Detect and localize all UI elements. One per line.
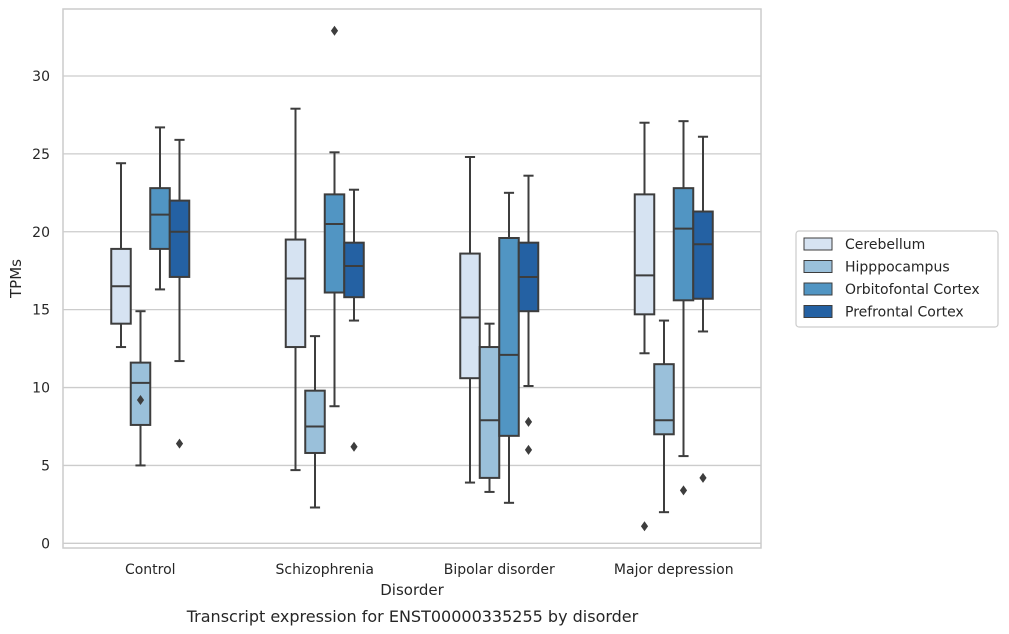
legend: Cerebellum Hipppocampus Orbitofontal Corte… — [795, 230, 999, 328]
y-axis-label: TPMs — [7, 259, 25, 299]
y-tick-label-10: 10 — [32, 381, 50, 397]
grid-layer — [63, 75, 761, 544]
box-iqr — [323, 193, 346, 294]
box-iqr — [284, 238, 307, 349]
outlier-point — [679, 485, 688, 496]
box-iqr — [168, 199, 191, 278]
legend-label-prefrontal-cortex: Prefrontal Cortex — [845, 305, 964, 321]
box-schizophrenia-orbitofontal-cortex — [323, 25, 346, 408]
box-iqr — [653, 363, 675, 436]
outlier-point — [330, 25, 339, 36]
legend-frame — [795, 230, 999, 328]
box-major-depression-hipppocampus — [653, 319, 675, 514]
y-tick-label-0: 0 — [41, 536, 50, 552]
x-tick-label-bipolar-disorder: Bipolar disorder — [444, 562, 555, 578]
box-iqr — [672, 187, 695, 302]
box-control-prefrontal-cortex — [168, 138, 191, 449]
legend-label-cerebellum: Cerebellum — [845, 237, 925, 253]
box-iqr — [498, 236, 520, 437]
box-major-depression-orbitofontal-cortex — [672, 120, 695, 496]
outlier-point — [175, 438, 184, 449]
x-tick-label-schizophrenia: Schizophrenia — [276, 562, 374, 578]
plot-frame — [62, 8, 762, 549]
outlier-point — [136, 395, 145, 406]
box-iqr — [129, 361, 152, 426]
box-iqr — [633, 193, 656, 316]
box-iqr — [478, 346, 501, 479]
outlier-point — [640, 521, 649, 532]
y-tick-labels: 0 5 10 15 20 25 30 — [32, 69, 50, 552]
box-bipolar-disorder-prefrontal-cortex — [517, 174, 540, 455]
outlier-point — [699, 472, 707, 483]
chart-caption: Transcript expression for ENST0000033525… — [186, 607, 639, 626]
box-layer — [110, 25, 714, 532]
x-axis-label: Disorder — [380, 581, 444, 599]
y-tick-label-15: 15 — [32, 303, 50, 319]
x-tick-label-major-depression: Major depression — [614, 562, 734, 578]
box-control-orbitofontal-cortex — [149, 126, 171, 291]
box-iqr — [304, 389, 326, 454]
box-iqr — [692, 210, 714, 300]
legend-swatch-cerebellum — [803, 237, 833, 251]
legend-swatch-hipppocampus — [803, 260, 833, 273]
box-bipolar-disorder-hipppocampus — [478, 322, 501, 493]
box-major-depression-prefrontal-cortex — [692, 135, 714, 483]
box-control-cerebellum — [110, 162, 132, 349]
legend-label-hipppocampus: Hipppocampus — [845, 260, 950, 276]
box-major-depression-cerebellum — [633, 121, 656, 532]
box-iqr — [459, 252, 481, 380]
legend-swatch-prefrontal-cortex — [803, 305, 833, 318]
box-control-hipppocampus — [129, 310, 152, 467]
x-tick-labels: Control Schizophrenia Bipolar disorder Majo… — [125, 562, 734, 578]
y-tick-label-20: 20 — [32, 225, 50, 241]
box-schizophrenia-prefrontal-cortex — [343, 188, 365, 452]
legend-label-orbitofontal-cortex: Orbitofontal Cortex — [845, 282, 980, 298]
box-iqr — [343, 241, 365, 299]
x-tick-label-control: Control — [125, 562, 176, 578]
box-schizophrenia-cerebellum — [284, 107, 307, 472]
box-bipolar-disorder-orbitofontal-cortex — [498, 191, 520, 504]
box-schizophrenia-hipppocampus — [304, 335, 326, 509]
box-iqr — [149, 187, 171, 250]
outlier-point — [524, 444, 533, 455]
outlier-point — [350, 441, 358, 452]
outlier-point — [524, 416, 533, 427]
legend-swatch-orbitofontal-cortex — [803, 282, 833, 296]
y-tick-label-5: 5 — [41, 458, 50, 474]
box-bipolar-disorder-cerebellum — [459, 155, 481, 484]
y-tick-label-25: 25 — [32, 147, 50, 163]
y-tick-label-30: 30 — [32, 69, 50, 85]
